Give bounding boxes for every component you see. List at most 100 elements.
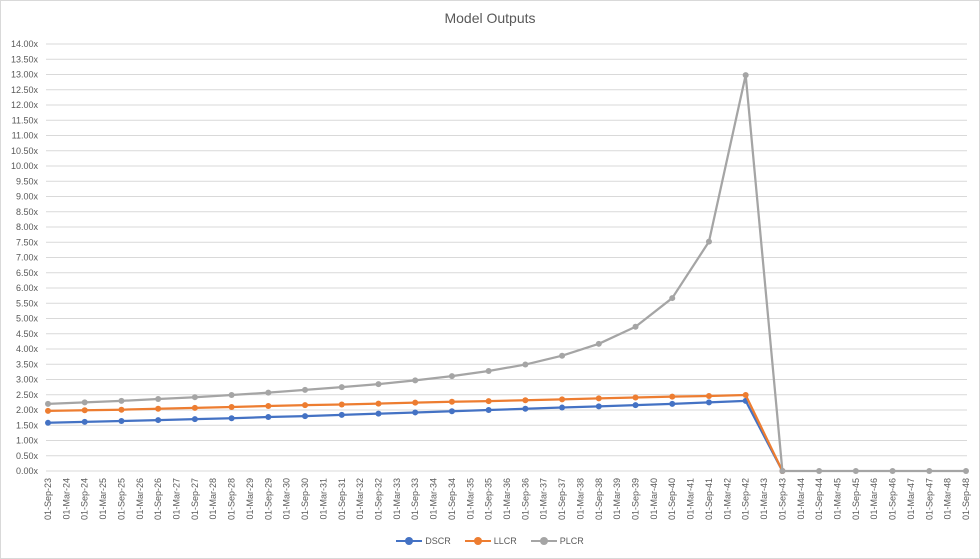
legend-item-llcr: LLCR [464,536,517,546]
legend-marker-icon [396,537,423,545]
data-point-dscr [412,409,419,416]
y-tick-label: 4.00x [16,344,39,354]
gridlines [46,43,967,472]
data-point-llcr [705,392,712,399]
data-point-plcr [485,367,492,374]
x-tick-label: 01-Mar-25 [98,478,108,520]
x-tick-label: 01-Mar-42 [722,478,732,520]
x-tick-label: 01-Sep-48 [961,478,971,520]
data-point-plcr [889,468,896,474]
x-tick-label: 01-Mar-46 [869,478,879,520]
data-point-llcr [485,398,492,405]
data-point-dscr [448,408,455,415]
x-tick-label: 01-Mar-27 [172,478,182,520]
data-point-llcr [265,403,272,410]
x-tick-label: 01-Mar-39 [612,478,622,520]
y-tick-label: 3.00x [16,375,39,385]
data-point-llcr [448,398,455,405]
data-point-dscr [228,415,235,422]
x-tick-label: 01-Mar-30 [282,478,292,520]
y-tick-label: 11.50x [12,115,39,125]
x-tick-label: 01-Sep-34 [447,478,457,520]
x-tick-label: 01-Sep-30 [300,478,310,520]
data-point-dscr [559,404,566,411]
y-tick-label: 6.50x [16,268,39,278]
x-tick-label: 01-Mar-33 [392,478,402,520]
data-point-llcr [559,396,566,403]
data-point-plcr [852,468,859,474]
x-tick-label: 01-Sep-39 [631,478,641,520]
x-tick-label: 01-Mar-40 [649,478,659,520]
x-tick-label: 01-Mar-36 [502,478,512,520]
data-point-plcr [118,397,125,404]
data-point-plcr [302,386,309,393]
y-tick-label: 12.00x [11,100,39,110]
data-point-plcr [412,377,419,384]
y-tick-label: 12.50x [11,85,39,95]
data-point-plcr [155,396,162,403]
x-tick-label: 01-Sep-28 [227,478,237,520]
x-tick-label: 01-Sep-23 [43,478,53,520]
x-tick-label: 01-Sep-42 [741,478,751,520]
legend-marker-icon [530,537,557,545]
x-tick-label: 01-Sep-40 [667,478,677,520]
x-tick-label: 01-Mar-31 [318,478,328,520]
x-tick-label: 01-Mar-28 [208,478,218,520]
series-line-plcr [47,73,966,473]
data-point-plcr [522,361,529,368]
x-tick-label: 01-Sep-26 [153,478,163,520]
legend-marker-icon [464,537,491,545]
data-point-plcr [705,238,712,245]
x-tick-label: 01-Mar-41 [686,478,696,520]
x-tick-label: 01-Mar-48 [943,478,953,520]
x-tick-label: 01-Sep-25 [116,478,126,520]
x-tick-label: 01-Sep-44 [814,478,824,520]
y-tick-label: 0.50x [16,451,39,461]
legend-item-dscr: DSCR [396,536,451,546]
x-tick-label: 01-Sep-24 [80,478,90,520]
data-point-dscr [265,414,272,421]
y-tick-label: 0.00x [16,466,39,476]
data-point-llcr [228,403,235,410]
data-point-dscr [81,418,88,425]
data-point-dscr [302,413,309,420]
data-point-plcr [926,468,933,474]
y-tick-label: 8.50x [16,207,39,217]
data-point-llcr [45,407,51,414]
x-tick-label: 01-Mar-47 [906,478,916,520]
data-point-llcr [302,402,309,409]
x-tick-label: 01-Sep-31 [337,478,347,520]
data-point-llcr [81,407,88,414]
data-point-llcr [375,400,382,407]
x-tick-label: 01-Mar-38 [575,478,585,520]
x-tick-label: 01-Mar-45 [832,478,842,520]
data-point-llcr [595,395,602,402]
data-point-dscr [118,417,125,424]
x-tick-label: 01-Sep-27 [190,478,200,520]
x-tick-label: 01-Sep-35 [484,478,494,520]
y-tick-label: 10.50x [11,146,39,156]
data-point-plcr [632,323,639,330]
x-tick-label: 01-Sep-29 [263,478,273,520]
data-point-plcr [742,72,749,79]
data-point-plcr [559,352,566,359]
data-point-plcr [669,295,676,302]
data-point-plcr [375,381,382,388]
data-point-dscr [338,411,345,418]
x-tick-label: 01-Sep-32 [373,478,383,520]
x-tick-label: 01-Sep-41 [704,478,714,520]
data-point-plcr [338,384,345,391]
data-point-llcr [412,399,419,406]
x-tick-label: 01-Mar-35 [465,478,475,520]
data-point-llcr [522,397,529,404]
data-point-dscr [155,417,162,424]
x-tick-label: 01-Mar-24 [61,478,71,520]
x-tick-label: 01-Mar-43 [759,478,769,520]
data-point-plcr [448,373,455,380]
data-point-llcr [191,404,198,411]
data-point-dscr [522,405,529,412]
x-tick-label: 01-Sep-36 [520,478,530,520]
y-tick-label: 10.00x [11,161,39,171]
y-tick-label: 3.50x [16,359,39,369]
y-tick-label: 14.00x [11,39,39,49]
